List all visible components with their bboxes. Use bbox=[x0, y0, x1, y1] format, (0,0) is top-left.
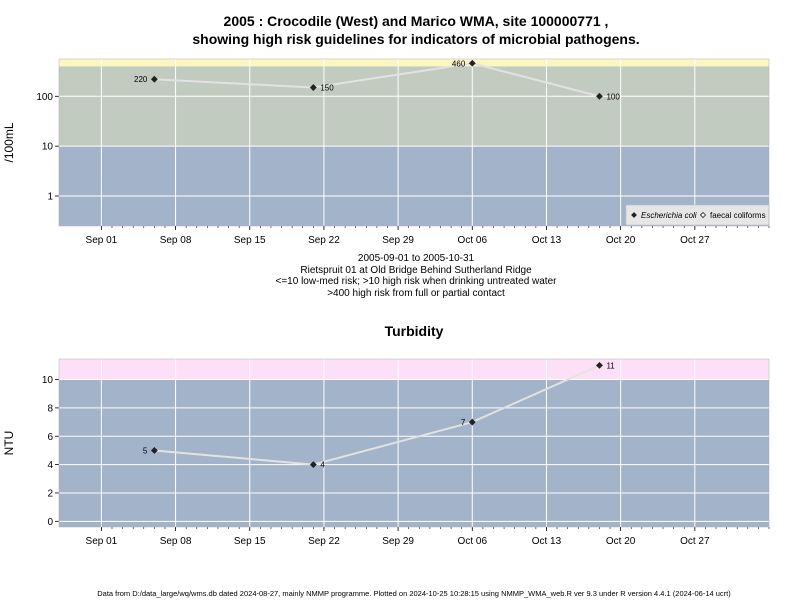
data-point-1 bbox=[309, 461, 317, 469]
x-tick-label-5: Oct 06 bbox=[458, 235, 488, 246]
y-tick-label-0: 0 bbox=[47, 517, 53, 528]
x-tick-label-1: Sep 08 bbox=[160, 235, 192, 246]
y-tick-label-1: 2 bbox=[47, 488, 53, 499]
data-point-1 bbox=[309, 84, 317, 91]
data-point-3 bbox=[596, 92, 603, 100]
data-point-0 bbox=[150, 447, 158, 454]
x-tick-label-6: Oct 13 bbox=[532, 536, 562, 547]
risk-band-2 bbox=[59, 59, 769, 67]
x-tick-label-8: Oct 27 bbox=[680, 536, 710, 547]
x-tick-label-4: Sep 29 bbox=[382, 536, 414, 547]
series-line-0 bbox=[154, 62, 600, 98]
legend: Escherichia coli faecal coliforms bbox=[625, 204, 770, 226]
chart-title-line-1: 2005 : Crocodile (West) and Marico WMA, … bbox=[223, 13, 609, 29]
data-label-2: 460 bbox=[452, 59, 466, 68]
x-tick-label-7: Oct 20 bbox=[606, 235, 636, 246]
series-line-0 bbox=[154, 364, 600, 466]
chart-title-line-2: showing high risk guidelines for indicat… bbox=[192, 31, 640, 47]
data-point-2 bbox=[468, 59, 476, 67]
y-tick-label-4: 8 bbox=[47, 403, 53, 414]
data-label-0: 5 bbox=[143, 446, 148, 455]
x-tick-label-4: Sep 29 bbox=[382, 235, 414, 246]
x-tick-label-2: Sep 15 bbox=[234, 235, 266, 246]
data-label-3: 11 bbox=[606, 361, 615, 370]
risk-guideline-caption: <=10 low-med risk; >10 high risk when dr… bbox=[275, 276, 557, 287]
legend-label-1: faecal coliforms bbox=[710, 211, 766, 220]
y-tick-label-0: 1 bbox=[47, 191, 53, 202]
plot-frame bbox=[58, 358, 770, 528]
x-tick-label-1: Sep 08 bbox=[160, 536, 192, 547]
data-label-3: 100 bbox=[606, 92, 620, 101]
data-point-0 bbox=[150, 75, 158, 83]
data-label-2: 7 bbox=[461, 418, 466, 427]
risk-band-0 bbox=[59, 379, 769, 527]
x-tick-label-7: Oct 20 bbox=[606, 536, 636, 547]
data-label-1: 4 bbox=[320, 461, 325, 470]
y-tick-label-2: 4 bbox=[47, 460, 53, 471]
x-tick-label-2: Sep 15 bbox=[234, 536, 266, 547]
y-tick-label-5: 10 bbox=[42, 375, 54, 386]
x-tick-label-3: Sep 22 bbox=[308, 235, 340, 246]
contact-risk-caption: >400 high risk from full or partial cont… bbox=[327, 287, 505, 299]
turbidity-chart-title: Turbidity bbox=[384, 323, 444, 339]
risk-band-1 bbox=[59, 359, 769, 380]
legend-marker-1 bbox=[699, 211, 707, 219]
y-tick-label-1: 10 bbox=[42, 142, 54, 153]
legend-label-0: Escherichia coli bbox=[641, 211, 697, 220]
legend-marker-0 bbox=[631, 212, 637, 218]
site-caption: Rietspruit 01 at Old Bridge Behind Suthe… bbox=[300, 264, 532, 276]
y-tick-label-2: 100 bbox=[36, 92, 53, 103]
data-point-3 bbox=[596, 361, 603, 369]
y-axis-title: /100mL bbox=[2, 122, 16, 162]
microbial-chart: Sep 01 Sep 08 Sep 15 Sep 22 Sep 29 Oct 06 Oct … bbox=[2, 58, 770, 246]
date-range-caption: 2005-09-01 to 2005-10-31 bbox=[357, 253, 475, 264]
x-tick-label-0: Sep 01 bbox=[86, 536, 118, 547]
x-tick-label-5: Oct 06 bbox=[458, 536, 488, 547]
y-tick-label-3: 6 bbox=[47, 432, 53, 443]
data-label-1: 150 bbox=[320, 84, 334, 93]
x-tick-label-3: Sep 22 bbox=[308, 536, 340, 547]
plot-frame bbox=[58, 58, 770, 227]
y-axis-title: NTU bbox=[2, 431, 16, 456]
data-label-0: 220 bbox=[134, 75, 148, 84]
x-tick-label-6: Oct 13 bbox=[532, 235, 562, 246]
x-tick-label-8: Oct 27 bbox=[680, 235, 710, 246]
data-point-2 bbox=[468, 418, 476, 426]
data-source-footer: Data from D:/data_large/wq/wms.db dated … bbox=[97, 589, 731, 598]
risk-band-1 bbox=[59, 66, 769, 147]
x-tick-label-0: Sep 01 bbox=[86, 235, 118, 246]
